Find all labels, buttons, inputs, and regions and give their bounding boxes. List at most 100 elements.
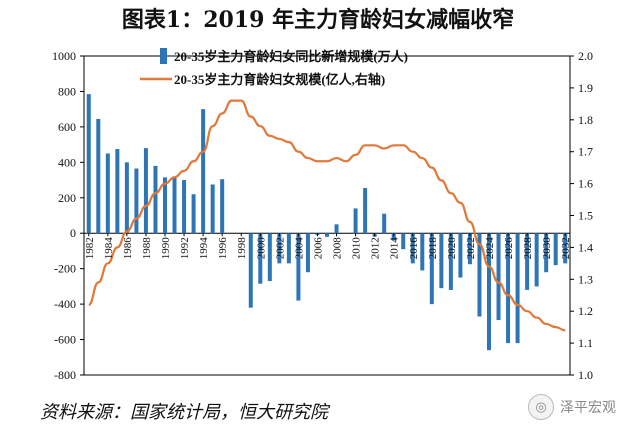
watermark: ◎ 泽平宏观 xyxy=(528,394,616,420)
bar-1982 xyxy=(86,94,91,234)
x-tick-label: 2022 xyxy=(465,237,477,259)
right-axis-ticks: 2.0 1.9 1.8 1.7 1.6 1.5 1.4 1.3 1.2 1.1 1.0 xyxy=(570,49,593,382)
bar-2005 xyxy=(305,233,310,273)
legend-bar-swatch xyxy=(160,48,167,64)
left-tick-label: 1000 xyxy=(52,49,76,63)
bar-2001 xyxy=(267,233,272,282)
right-tick-label: 1.0 xyxy=(578,368,593,382)
bar-2024 xyxy=(486,233,492,351)
bar-2032 xyxy=(563,233,568,264)
wechat-icon: ◎ xyxy=(528,394,554,420)
bar-2026 xyxy=(506,233,511,344)
bar-2027 xyxy=(515,233,520,344)
x-tick-label: 2002 xyxy=(274,237,286,259)
bar-1991 xyxy=(172,176,177,234)
bar-series xyxy=(86,94,568,351)
x-tick-label: 2032 xyxy=(560,237,572,259)
x-tick-label: 2016 xyxy=(408,237,420,260)
right-tick-label: 1.5 xyxy=(578,209,593,223)
bar-2029 xyxy=(534,233,539,287)
left-tick-label: 800 xyxy=(58,84,76,98)
x-tick-label: 2000 xyxy=(255,237,267,260)
x-tick-label: 2020 xyxy=(446,237,458,260)
source-note: 资料来源：国家统计局，恒大研究院 xyxy=(40,402,328,423)
x-tick-label: 1988 xyxy=(141,237,153,260)
bar-1990 xyxy=(162,177,168,234)
bar-2016 xyxy=(410,233,415,264)
bar-1989 xyxy=(153,165,158,234)
right-tick-label: 1.1 xyxy=(578,336,593,350)
right-tick-label: 1.7 xyxy=(578,145,593,159)
bar-2002 xyxy=(277,233,282,264)
x-tick-label: 2004 xyxy=(293,237,305,260)
x-tick-label: 1990 xyxy=(160,237,172,260)
bar-1992 xyxy=(182,180,187,234)
left-tick-label: 0 xyxy=(70,226,76,240)
bar-2011 xyxy=(363,188,368,234)
bar-2031 xyxy=(553,233,558,266)
x-tick-label: 2014 xyxy=(389,237,401,260)
left-tick-label: 200 xyxy=(58,191,76,205)
bar-2019 xyxy=(439,233,444,289)
x-tick-label: 2026 xyxy=(503,237,515,260)
bar-1995 xyxy=(210,184,215,234)
left-tick-label: -200 xyxy=(54,262,76,276)
bar-1994 xyxy=(201,109,206,234)
bar-2017 xyxy=(420,233,425,271)
bar-2025 xyxy=(496,233,501,321)
left-tick-label: 400 xyxy=(58,155,76,169)
right-tick-label: 1.3 xyxy=(578,272,593,286)
right-tick-label: 1.9 xyxy=(578,81,593,95)
bar-1988 xyxy=(143,148,148,234)
bar-2018 xyxy=(429,233,434,305)
bar-1993 xyxy=(191,194,196,234)
x-tick-label: 2028 xyxy=(522,237,534,260)
bar-2004 xyxy=(296,233,301,301)
right-tick-label: 1.4 xyxy=(578,240,593,254)
x-tick-label: 1996 xyxy=(217,237,229,260)
bar-1983 xyxy=(96,118,101,234)
bar-1984 xyxy=(105,153,110,234)
bar-1999 xyxy=(248,233,253,308)
x-tick-label: 2010 xyxy=(351,237,363,260)
x-tick-label: 1994 xyxy=(198,237,210,260)
legend-line-label: 20-35岁主力育龄妇女规模(亿人,右轴) xyxy=(174,72,385,87)
chart-title: 图表1：2019 年主力育龄妇女减幅收窄 xyxy=(121,7,515,33)
bar-2023 xyxy=(477,233,482,317)
x-tick-label: 1998 xyxy=(236,237,248,260)
x-axis-ticks: 1982 1984 1986 1988 1990 1992 1994 1996 1998 2000… xyxy=(84,233,572,259)
left-tick-label: -600 xyxy=(54,333,76,347)
x-tick-label: 2018 xyxy=(427,237,439,260)
bar-2020 xyxy=(448,233,453,290)
bar-2014 xyxy=(391,233,396,241)
left-tick-label: -800 xyxy=(54,368,76,382)
bar-2010 xyxy=(353,208,358,234)
watermark-text: 泽平宏观 xyxy=(560,400,616,416)
bar-2015 xyxy=(401,233,406,250)
left-axis-ticks: 1000 800 600 400 200 0 -200 -400 -600 -800 xyxy=(52,49,84,382)
x-tick-label: 2030 xyxy=(541,237,553,260)
left-tick-label: -400 xyxy=(54,297,76,311)
bar-1996 xyxy=(220,179,225,234)
bar-2008 xyxy=(334,224,339,234)
left-tick-label: 600 xyxy=(58,120,76,134)
x-tick-label: 1992 xyxy=(179,237,191,259)
legend: 20-35岁主力育龄妇女同比新增规模(万人) 20-35岁主力育龄妇女规模(亿人… xyxy=(140,48,408,87)
line-series xyxy=(88,99,566,332)
x-tick-label: 1984 xyxy=(103,237,115,260)
x-tick-label: 1982 xyxy=(84,237,96,259)
x-tick-label: 2012 xyxy=(370,237,382,259)
bar-2028 xyxy=(525,233,530,290)
x-tick-label: 2008 xyxy=(332,237,344,260)
right-tick-label: 1.6 xyxy=(578,177,593,191)
bar-2022 xyxy=(467,233,472,265)
bar-2007 xyxy=(324,233,330,237)
plot-frame xyxy=(83,55,571,376)
legend-bar-label: 20-35岁主力育龄妇女同比新增规模(万人) xyxy=(174,49,408,64)
bar-1985 xyxy=(115,149,120,234)
x-tick-label: 2024 xyxy=(484,237,496,260)
right-tick-label: 2.0 xyxy=(578,49,593,63)
right-tick-label: 1.2 xyxy=(578,304,593,318)
